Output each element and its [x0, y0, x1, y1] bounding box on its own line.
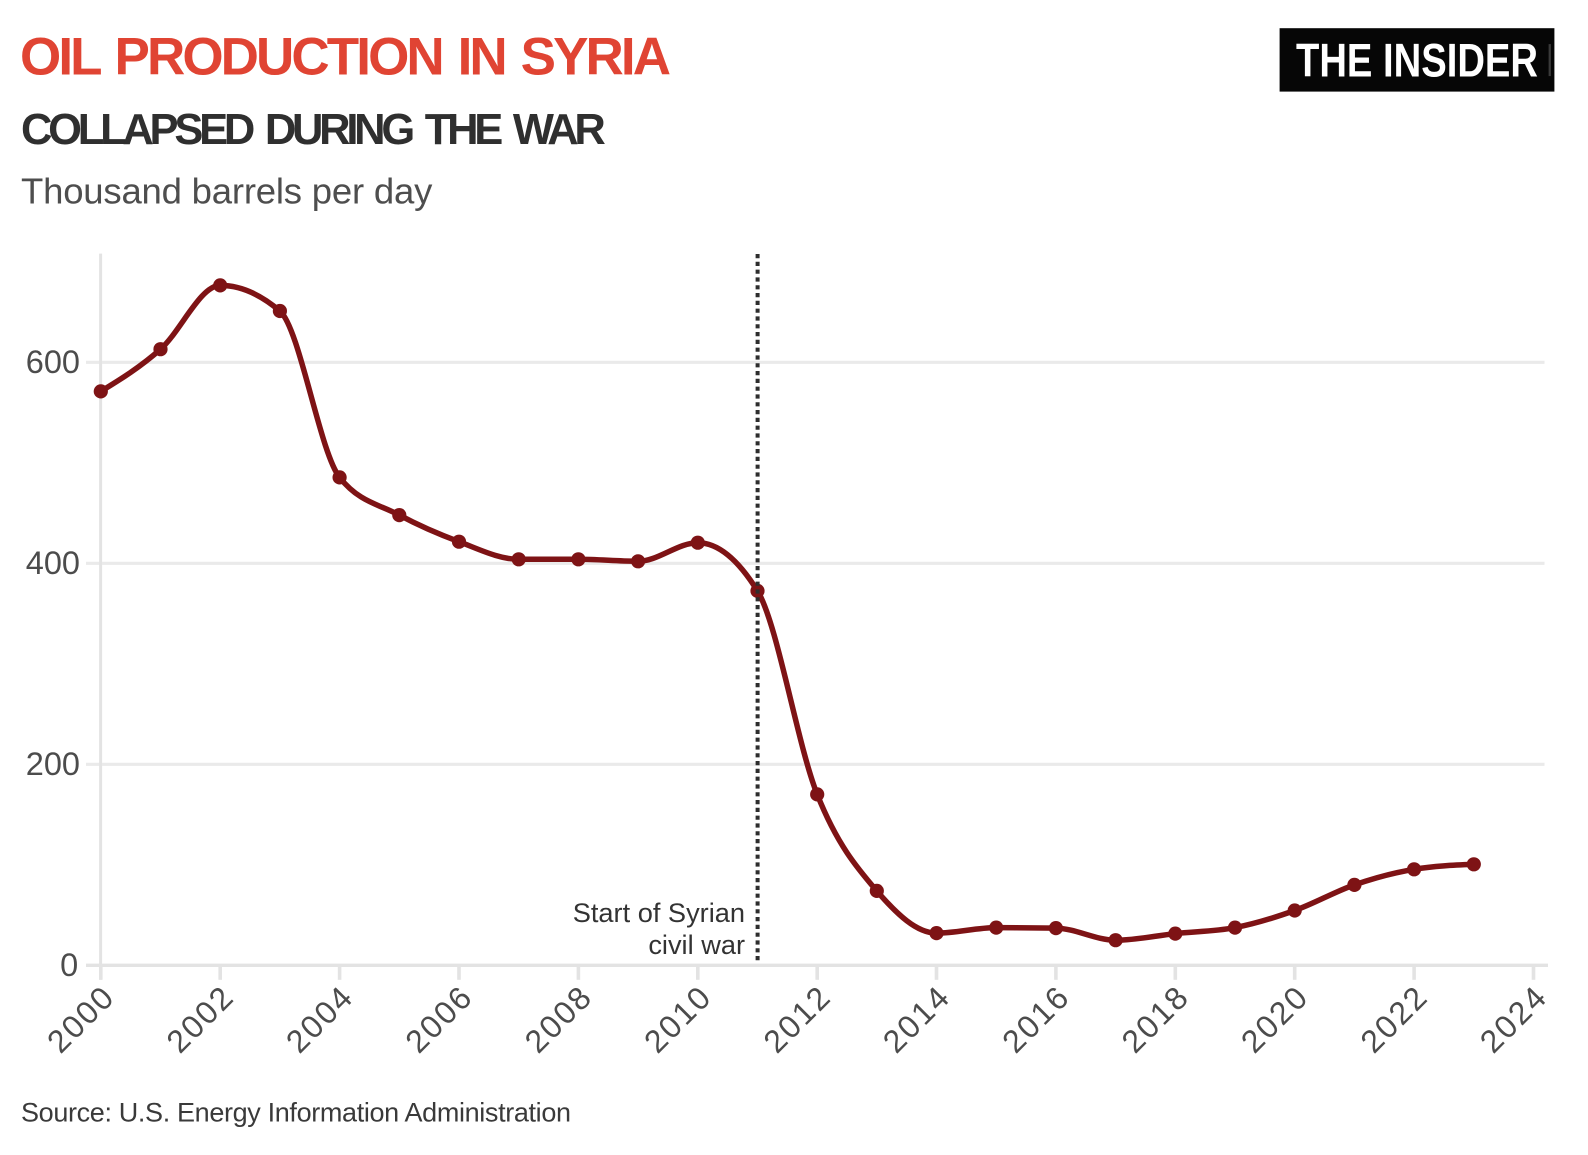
- svg-text:2000: 2000: [40, 978, 122, 1060]
- svg-text:COLLAPSED DURING THE WAR: COLLAPSED DURING THE WAR: [21, 106, 605, 154]
- svg-text:2014: 2014: [876, 978, 958, 1060]
- svg-text:civil war: civil war: [648, 929, 745, 960]
- svg-text:2004: 2004: [279, 978, 361, 1060]
- svg-text:400: 400: [26, 545, 80, 581]
- svg-text:2024: 2024: [1473, 978, 1555, 1060]
- svg-text:0: 0: [60, 947, 78, 983]
- svg-text:Thousand barrels per day: Thousand barrels per day: [21, 170, 433, 211]
- svg-text:2016: 2016: [995, 978, 1077, 1060]
- svg-text:2022: 2022: [1353, 978, 1435, 1060]
- svg-text:2008: 2008: [518, 978, 600, 1060]
- svg-text:2010: 2010: [637, 978, 719, 1060]
- svg-text:Source: U.S. Energy Informatio: Source: U.S. Energy Information Administ…: [21, 1098, 571, 1128]
- svg-text:OIL PRODUCTION IN SYRIA: OIL PRODUCTION IN SYRIA: [20, 28, 670, 87]
- svg-text:200: 200: [26, 746, 80, 782]
- svg-text:2006: 2006: [398, 978, 480, 1060]
- svg-text:2002: 2002: [159, 978, 241, 1060]
- svg-text:2020: 2020: [1234, 978, 1316, 1060]
- svg-text:2012: 2012: [756, 978, 838, 1060]
- svg-text:600: 600: [26, 344, 80, 380]
- svg-text:Start of Syrian: Start of Syrian: [573, 897, 745, 928]
- svg-text:2018: 2018: [1115, 978, 1197, 1060]
- svg-text:THE INSIDER: THE INSIDER: [1296, 34, 1538, 87]
